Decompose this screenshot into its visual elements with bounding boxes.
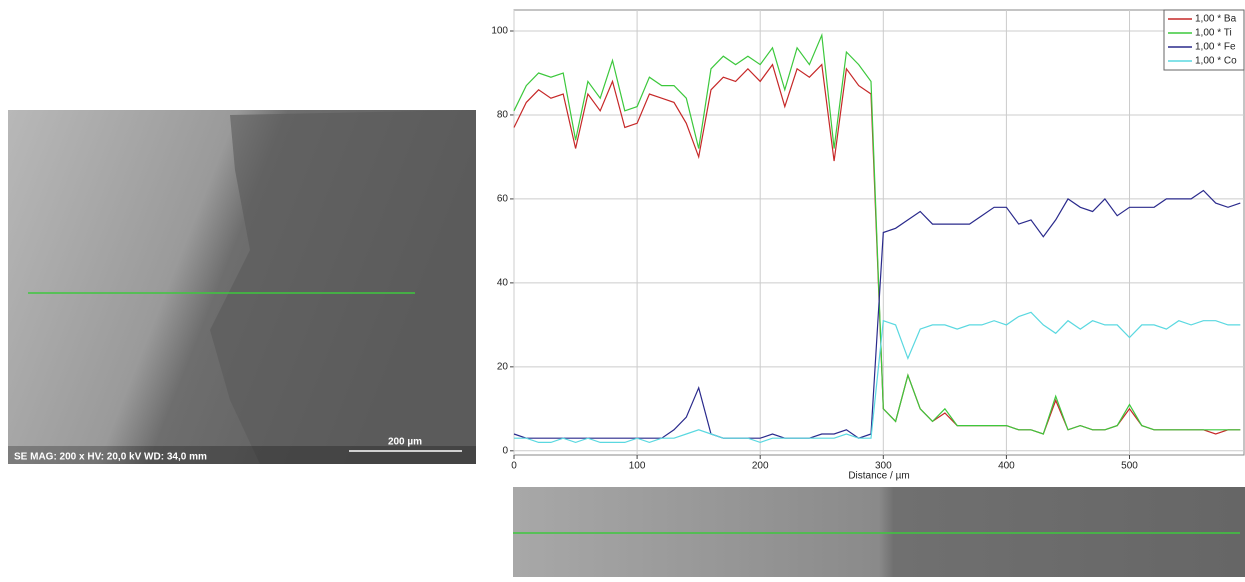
y-tick-label: 0 [502, 445, 508, 456]
strip-photo [513, 487, 1245, 577]
x-tick-label: 300 [875, 461, 892, 472]
y-tick-label: 40 [497, 278, 509, 289]
legend-label: 1,00 * Co [1195, 56, 1237, 67]
y-tick-label: 60 [497, 194, 509, 205]
legend-label: 1,00 * Fe [1195, 42, 1236, 53]
legend-label: 1,00 * Ti [1195, 28, 1232, 39]
sem-region [210, 110, 476, 464]
y-tick-label: 20 [497, 361, 509, 372]
x-axis-label: Distance / µm [848, 471, 909, 482]
x-tick-label: 400 [998, 461, 1015, 472]
strip-image [513, 487, 1245, 577]
series-line [514, 311, 1241, 444]
sem-info: SE MAG: 200 x HV: 20,0 kV WD: 34,0 mm [14, 452, 207, 463]
x-tick-label: 0 [511, 461, 517, 472]
plot: 0 20 40 60 80 100 0 100 200 300 400 500 1,00 * Ba 1,0… [491, 9, 1245, 472]
x-tick-label: 200 [752, 461, 769, 472]
x-tick-label: 100 [629, 461, 646, 472]
legend-box [1163, 9, 1245, 71]
plot-area [513, 9, 1245, 456]
scale-label: 200 µm [388, 437, 422, 448]
y-tick-label: 100 [491, 26, 508, 37]
legend-label: 1,00 * Ba [1195, 14, 1237, 25]
y-tick-label: 80 [497, 110, 509, 121]
sem-image: SE MAG: 200 x HV: 20,0 kV WD: 34,0 mm 20… [8, 110, 476, 464]
series-line [513, 189, 1241, 439]
x-tick-label: 500 [1121, 461, 1138, 472]
series-line [513, 32, 1241, 435]
